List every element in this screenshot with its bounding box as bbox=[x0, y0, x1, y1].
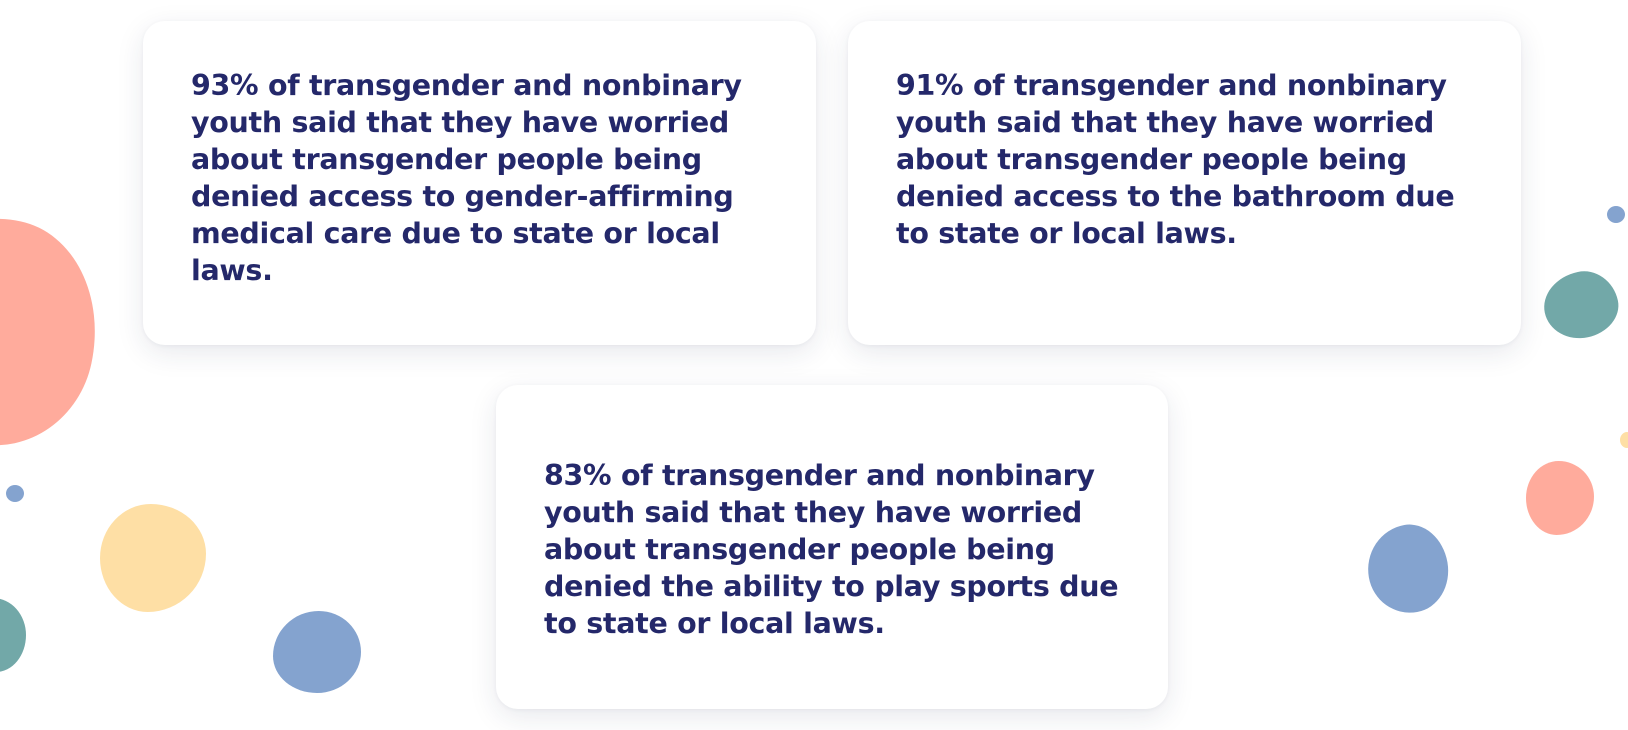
teal-blob-left bbox=[0, 598, 26, 672]
coral-blob-right bbox=[1526, 461, 1594, 535]
yellow-dot-right bbox=[1620, 432, 1628, 448]
blue-blob-left bbox=[273, 611, 361, 693]
stat-card-text: 83% of transgender and nonbinary youth s… bbox=[544, 459, 1119, 640]
stat-card-medical-care: 93% of transgender and nonbinary youth s… bbox=[143, 21, 816, 345]
blue-dot-right bbox=[1607, 206, 1625, 223]
teal-blob-right bbox=[1537, 265, 1625, 345]
stat-card-text: 93% of transgender and nonbinary youth s… bbox=[191, 69, 742, 287]
stat-card-text: 91% of transgender and nonbinary youth s… bbox=[896, 69, 1455, 250]
coral-blob-large bbox=[0, 199, 118, 463]
blue-blob-right bbox=[1360, 518, 1456, 620]
stat-card-bathroom: 91% of transgender and nonbinary youth s… bbox=[848, 21, 1521, 345]
yellow-blob bbox=[100, 504, 206, 612]
blue-dot-small bbox=[6, 485, 24, 502]
stat-card-sports: 83% of transgender and nonbinary youth s… bbox=[496, 385, 1168, 709]
